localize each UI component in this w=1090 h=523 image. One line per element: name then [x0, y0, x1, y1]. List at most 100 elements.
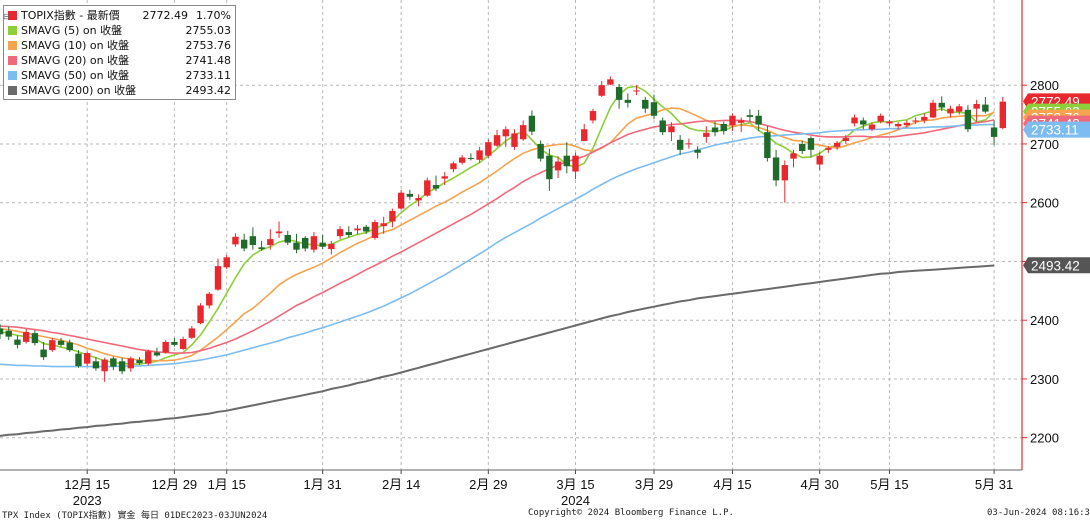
candle-body: [685, 143, 693, 145]
x-tick-year-label: 2024: [561, 493, 590, 508]
y-tick-label: 2800: [1030, 78, 1059, 93]
candle-body: [598, 85, 605, 96]
candle-body: [345, 232, 352, 235]
legend-value-sma10: 2753.76: [185, 39, 232, 52]
candle-body: [40, 349, 47, 358]
candle-body: [110, 358, 117, 367]
candle-body: [432, 185, 440, 189]
candle-body: [816, 155, 823, 165]
last-value-labels: 2772.492755.032753.762741.482733.112493.…: [1023, 93, 1090, 274]
candle-body: [267, 239, 274, 245]
candle-body: [302, 237, 309, 249]
candle-body: [171, 341, 178, 345]
candle-body: [354, 228, 361, 231]
candle-body: [764, 132, 771, 159]
ma-line: [0, 123, 995, 368]
candle-body: [240, 239, 248, 249]
candle-body: [92, 361, 100, 369]
candle-body: [894, 123, 902, 127]
x-tick-label: 5月 31: [975, 477, 1013, 492]
candle-body: [467, 158, 475, 160]
legend-label-sma10: SMAVG (10) on 收盤: [21, 39, 130, 52]
legend-label-main: TOPIX指數 - 最新價: [21, 9, 120, 22]
legend-swatch-main: [8, 11, 17, 20]
legend-value-sma5: 2755.03: [185, 24, 232, 37]
collapse-icon[interactable]: ⊟: [3, 12, 10, 21]
candle-body: [249, 236, 257, 245]
candlesticks: [0, 76, 1006, 382]
candle-body: [668, 126, 675, 133]
value-tag-label: 2493.42: [1031, 258, 1080, 273]
legend: ⊟ TOPIX指數 - 最新價 2772.49 1.70% SMAVG (5) …: [3, 5, 236, 100]
candle-body: [214, 266, 222, 290]
candle-body: [441, 176, 448, 179]
candle-body: [790, 153, 797, 159]
candle-body: [84, 353, 91, 364]
candle-body: [520, 125, 527, 140]
candle-body: [999, 101, 1006, 129]
y-tick-label: 2600: [1030, 196, 1059, 211]
candle-body: [0, 328, 4, 335]
candle-body: [258, 247, 265, 250]
candle-body: [127, 358, 134, 369]
legend-label-sma50: SMAVG (50) on 收盤: [21, 69, 130, 82]
candle-body: [458, 157, 466, 163]
candle-body: [153, 352, 161, 356]
candle-body: [162, 341, 169, 353]
candle-body: [328, 243, 335, 250]
candle-body: [990, 127, 998, 137]
footer-series-info: TPX Index (TOPIX指數) 實金 每日 01DEC2023-03JU…: [2, 511, 268, 521]
candle-body: [642, 99, 649, 109]
grid-lines: [0, 0, 1022, 470]
y-tick-label: 2200: [1030, 431, 1059, 446]
candle-body: [275, 231, 283, 234]
candle-body: [964, 109, 972, 130]
candle-body: [694, 149, 701, 153]
x-tick-label: 4月 15: [713, 477, 751, 492]
candle-body: [319, 242, 326, 247]
candle-body: [284, 235, 291, 243]
x-tick-label: 2月 14: [382, 477, 420, 492]
y-tick-label: 2300: [1030, 372, 1059, 387]
candle-body: [537, 143, 544, 159]
candle-body: [14, 339, 21, 345]
candle-body: [197, 305, 204, 324]
legend-swatch-sma200: [8, 86, 17, 95]
candle-body: [546, 155, 553, 180]
legend-row-sma10: SMAVG (10) on 收盤 2753.76: [8, 38, 231, 53]
candle-body: [232, 236, 239, 245]
x-tick-label: 12月 15: [64, 477, 110, 492]
candle-body: [868, 124, 876, 130]
candle-body: [729, 115, 736, 126]
candle-body: [485, 142, 492, 156]
candle-body: [720, 123, 727, 132]
candle-body: [781, 165, 788, 181]
candle-body: [406, 193, 414, 197]
candle-body: [380, 223, 387, 227]
candle-body: [223, 257, 230, 268]
x-tick-label: 3月 15: [556, 477, 594, 492]
candle-body: [755, 115, 762, 125]
candle-body: [22, 331, 30, 342]
candle-body: [929, 102, 937, 118]
value-tag: [1023, 257, 1090, 274]
ma-line: [0, 85, 995, 366]
candle-body: [624, 99, 632, 103]
x-tick-label: 1月 15: [208, 477, 246, 492]
candle-body: [57, 340, 65, 345]
legend-value-sma200: 2493.42: [185, 84, 232, 97]
footer-timestamp: 03-Jun-2024 08:16:39: [987, 508, 1090, 518]
legend-value-main: 2772.49: [142, 9, 189, 22]
legend-pct-main: 1.70%: [196, 9, 231, 22]
candle-body: [511, 133, 518, 147]
legend-row-sma20: SMAVG (20) on 收盤 2741.48: [8, 53, 231, 68]
candle-body: [563, 155, 570, 167]
candle-body: [179, 338, 187, 349]
candle-body: [676, 139, 684, 150]
candle-body: [101, 359, 108, 372]
candle-body: [842, 138, 850, 141]
candle-body: [711, 127, 719, 133]
candle-body: [493, 135, 501, 146]
candle-body: [450, 163, 457, 170]
